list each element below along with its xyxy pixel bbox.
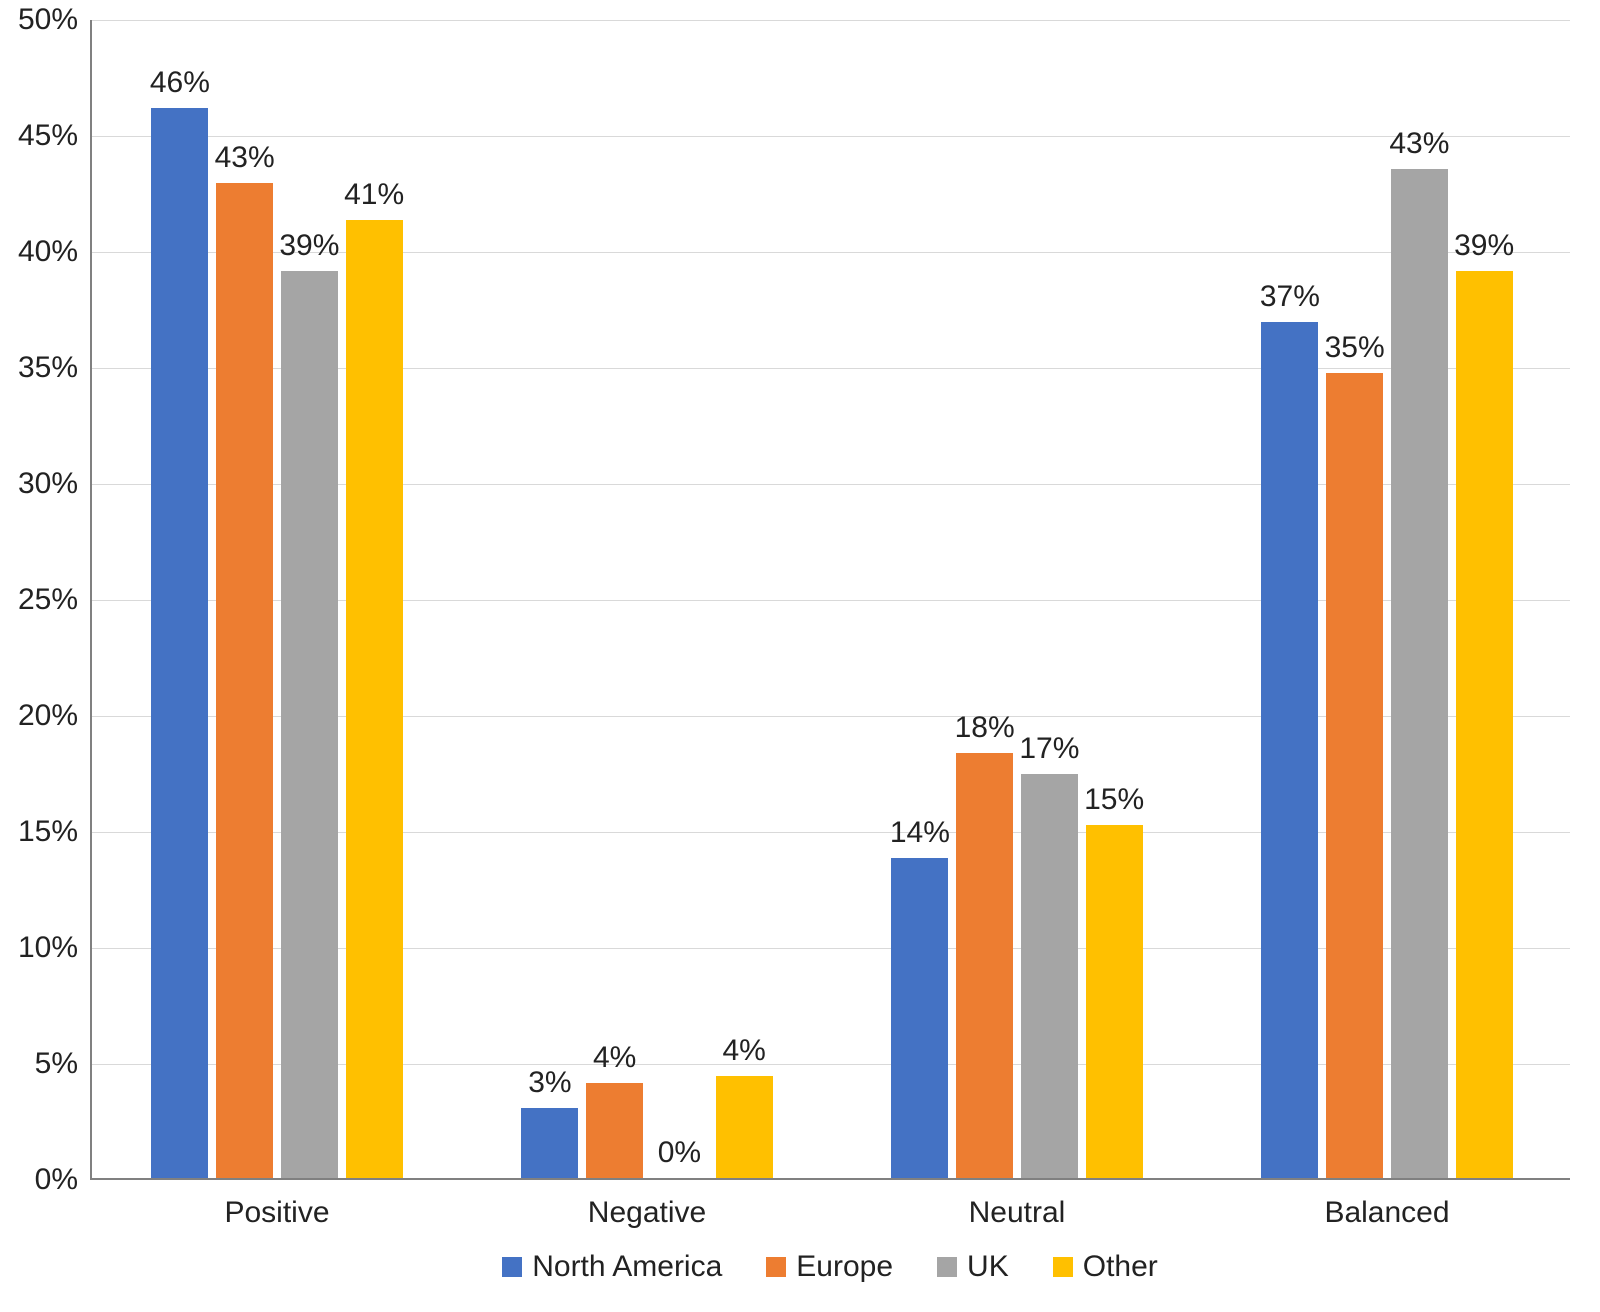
x-axis-category-label: Negative (588, 1178, 706, 1230)
legend-swatch (502, 1257, 522, 1277)
bar (716, 1076, 773, 1178)
bar (891, 858, 948, 1178)
bar-value-label: 35% (1325, 331, 1385, 365)
plot-area: 0%5%10%15%20%25%30%35%40%45%50%Positive4… (90, 20, 1570, 1180)
bar (1456, 271, 1513, 1178)
legend-swatch (937, 1257, 957, 1277)
y-axis-tick-label: 35% (18, 351, 92, 385)
y-axis-tick-label: 45% (18, 119, 92, 153)
bar-value-label: 39% (1454, 229, 1514, 263)
bar (1021, 774, 1078, 1178)
y-axis-tick-label: 25% (18, 583, 92, 617)
y-axis-tick-label: 5% (35, 1047, 92, 1081)
x-axis-category-label: Neutral (969, 1178, 1066, 1230)
legend-label: Europe (796, 1250, 893, 1284)
gridline (92, 20, 1570, 21)
bar-value-label: 4% (722, 1034, 765, 1068)
bar (346, 220, 403, 1178)
bar (216, 183, 273, 1178)
y-axis-tick-label: 10% (18, 931, 92, 965)
bar-value-label: 43% (215, 141, 275, 175)
legend-label: North America (532, 1250, 722, 1284)
bar (956, 753, 1013, 1178)
bar-value-label: 43% (1389, 127, 1449, 161)
bar-value-label: 17% (1019, 732, 1079, 766)
bar-value-label: 3% (528, 1066, 571, 1100)
bar (151, 108, 208, 1178)
bar (1086, 825, 1143, 1178)
chart-container: 0% 5% 10% 15% 20% 25% 30% 35% 40% 45% 50% Positive 4… (0, 0, 1600, 1312)
gridline (92, 136, 1570, 137)
bar (1326, 373, 1383, 1178)
legend-swatch (1053, 1257, 1073, 1277)
bar (1391, 169, 1448, 1178)
bar-value-label: 4% (593, 1041, 636, 1075)
bar (1261, 322, 1318, 1178)
legend-label: Other (1083, 1250, 1158, 1284)
legend-label: UK (967, 1250, 1009, 1284)
y-axis-tick-label: 50% (18, 3, 92, 37)
bar (281, 271, 338, 1178)
bar-value-label: 39% (279, 229, 339, 263)
legend: North America Europe UK Other (90, 1250, 1570, 1284)
x-axis-category-label: Positive (224, 1178, 329, 1230)
bar-value-label: 37% (1260, 280, 1320, 314)
bar-value-label: 41% (344, 178, 404, 212)
y-axis-tick-label: 0% (35, 1163, 92, 1197)
legend-item: UK (937, 1250, 1009, 1284)
legend-item: North America (502, 1250, 722, 1284)
legend-swatch (766, 1257, 786, 1277)
bar-value-label: 15% (1084, 783, 1144, 817)
bar (586, 1083, 643, 1178)
legend-item: Europe (766, 1250, 893, 1284)
legend-item: Other (1053, 1250, 1158, 1284)
y-axis-tick-label: 40% (18, 235, 92, 269)
bar-value-label: 0% (658, 1136, 701, 1170)
bar-value-label: 46% (150, 66, 210, 100)
y-axis-tick-label: 20% (18, 699, 92, 733)
x-axis-category-label: Balanced (1324, 1178, 1449, 1230)
bar-value-label: 18% (955, 711, 1015, 745)
y-axis-tick-label: 30% (18, 467, 92, 501)
y-axis-tick-label: 15% (18, 815, 92, 849)
bar-value-label: 14% (890, 816, 950, 850)
bar (521, 1108, 578, 1178)
